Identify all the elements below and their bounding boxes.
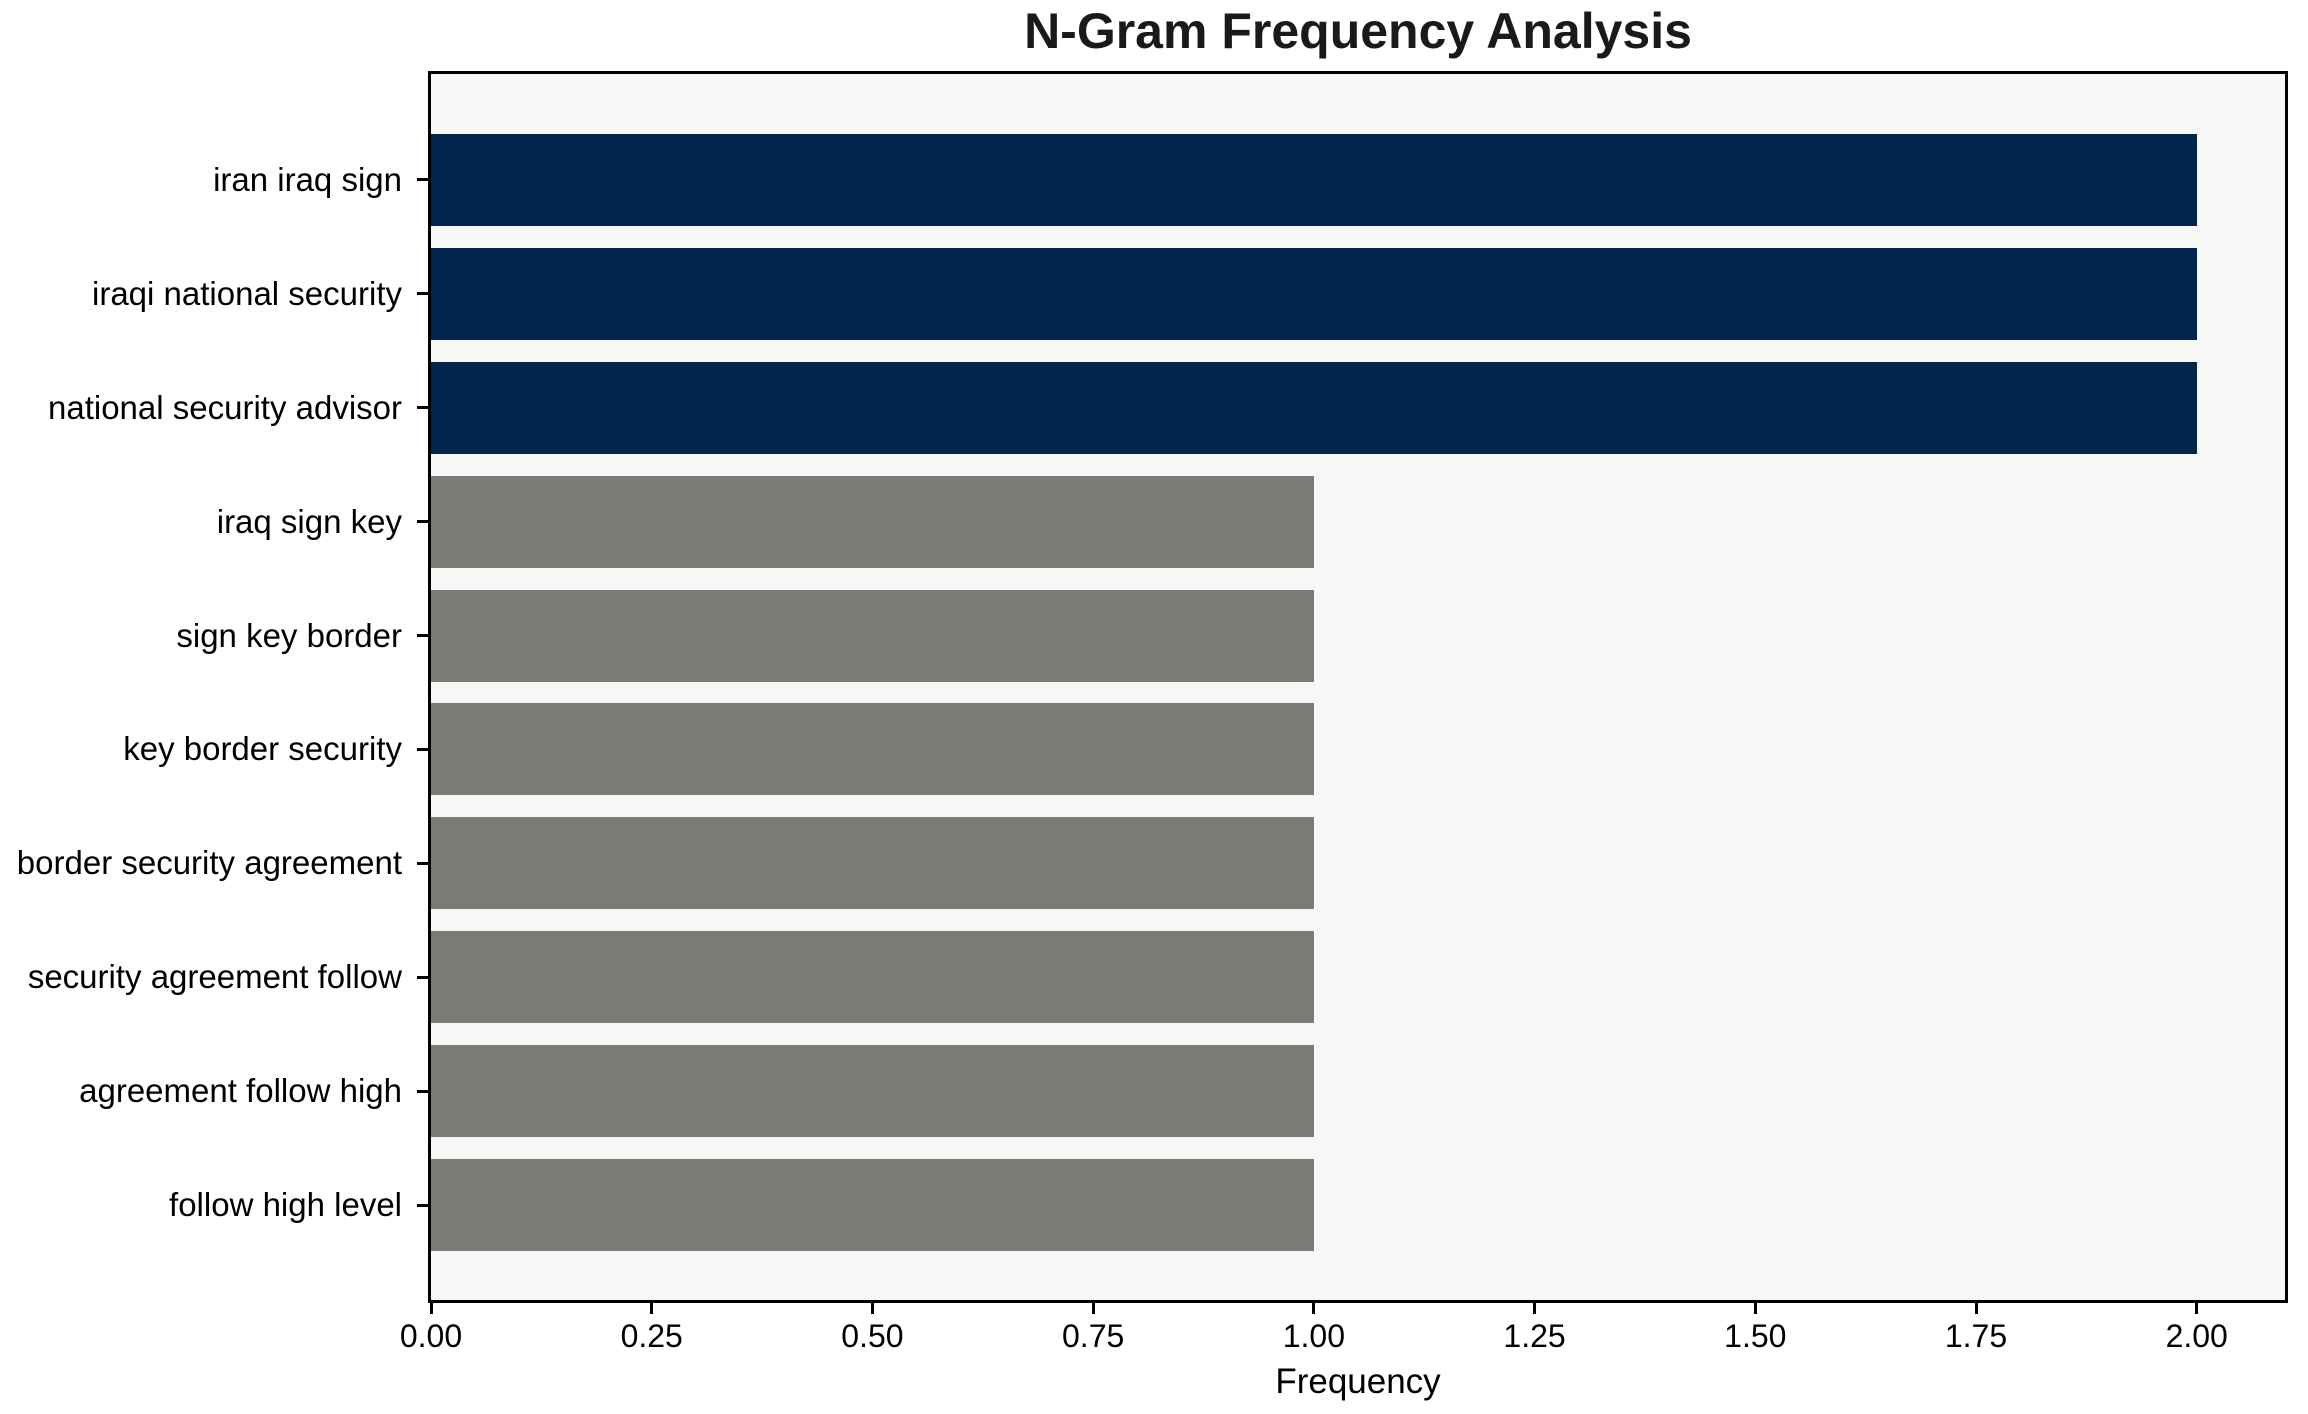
plot-area — [428, 71, 2288, 1303]
y-tick-mark — [417, 520, 428, 524]
bar — [431, 475, 1314, 568]
y-tick-mark — [417, 178, 428, 182]
x-tick-label: 0.75 — [1062, 1318, 1125, 1354]
x-tick-mark — [650, 1303, 654, 1314]
x-tick-mark — [1091, 1303, 1095, 1314]
x-tick-label: 2.00 — [2165, 1318, 2228, 1354]
x-tick-mark — [1533, 1303, 1537, 1314]
y-tick-mark — [417, 1089, 428, 1093]
chart-title: N-Gram Frequency Analysis — [1024, 3, 1692, 59]
bar — [431, 1045, 1314, 1138]
y-tick-mark — [417, 292, 428, 296]
bar — [431, 589, 1314, 682]
y-tick-mark — [417, 975, 428, 979]
y-tick-label: national security advisor — [47, 388, 402, 426]
bar — [431, 931, 1314, 1024]
y-tick-mark — [417, 634, 428, 638]
y-tick-label: agreement follow high — [79, 1072, 402, 1110]
x-tick-label: 1.75 — [1944, 1318, 2008, 1354]
y-tick-mark — [417, 861, 428, 865]
y-tick-label: security agreement follow — [27, 958, 402, 996]
bar — [431, 1159, 1314, 1252]
x-tick-mark — [870, 1303, 874, 1314]
bar — [431, 817, 1314, 910]
x-tick-label: 1.50 — [1724, 1318, 1787, 1354]
x-tick-mark — [1312, 1303, 1316, 1314]
y-tick-label: follow high level — [169, 1186, 402, 1224]
x-tick-mark — [1974, 1303, 1978, 1314]
x-tick-label: 0.25 — [620, 1318, 683, 1354]
x-tick-mark — [429, 1303, 433, 1314]
x-tick-mark — [2195, 1303, 2199, 1314]
x-tick-label: 0.00 — [399, 1318, 463, 1354]
bar — [431, 133, 2197, 226]
y-tick-label: iraq sign key — [216, 502, 402, 540]
x-axis-title: Frequency — [1275, 1362, 1441, 1401]
y-tick-mark — [417, 747, 428, 751]
x-tick-label: 1.00 — [1282, 1318, 1345, 1354]
y-tick-label: sign key border — [176, 616, 402, 654]
y-tick-mark — [417, 406, 428, 410]
y-tick-mark — [417, 1203, 428, 1207]
y-tick-label: border security agreement — [16, 844, 402, 882]
bar — [431, 703, 1314, 796]
bar — [431, 247, 2197, 340]
y-tick-label: iran iraq sign — [213, 160, 402, 198]
bar — [431, 361, 2197, 454]
y-tick-label: iraqi national security — [92, 274, 402, 312]
x-tick-label: 1.25 — [1503, 1318, 1566, 1354]
x-tick-mark — [1753, 1303, 1757, 1314]
x-tick-label: 0.50 — [841, 1318, 904, 1354]
y-tick-label: key border security — [123, 730, 402, 768]
